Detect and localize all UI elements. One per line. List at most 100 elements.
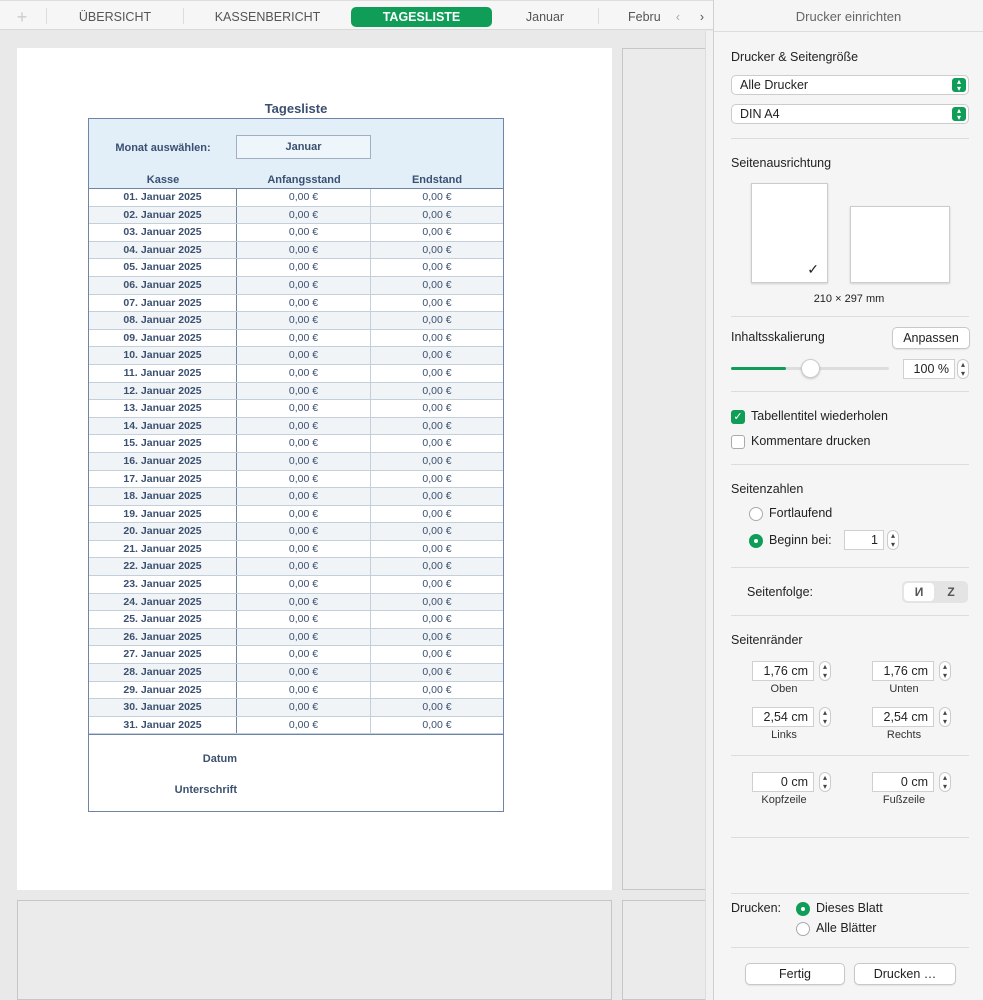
start-balance-cell[interactable]: 0,00 € bbox=[237, 241, 371, 259]
start-balance-cell[interactable]: 0,00 € bbox=[237, 435, 371, 452]
footer-margin-stepper[interactable]: ▴ ▾ bbox=[939, 772, 951, 792]
scale-stepper[interactable]: ▴ ▾ bbox=[957, 359, 969, 379]
done-button[interactable]: Fertig bbox=[745, 963, 845, 985]
start-balance-cell[interactable]: 0,00 € bbox=[237, 628, 371, 646]
start-balance-cell[interactable]: 0,00 € bbox=[237, 540, 371, 558]
end-balance-cell[interactable]: 0,00 € bbox=[422, 525, 452, 538]
date-cell[interactable]: 11. Januar 2025 bbox=[89, 364, 237, 382]
margin-bottom-field[interactable]: 1,76 cm bbox=[872, 661, 934, 681]
start-balance-cell[interactable]: 0,00 € bbox=[237, 664, 371, 681]
date-cell[interactable]: 17. Januar 2025 bbox=[89, 470, 237, 488]
end-balance-cell[interactable]: 0,00 € bbox=[422, 419, 452, 432]
end-balance-cell[interactable]: 0,00 € bbox=[422, 314, 452, 327]
start-balance-cell[interactable]: 0,00 € bbox=[237, 452, 371, 470]
start-balance-cell[interactable]: 0,00 € bbox=[237, 558, 371, 576]
page-order-control[interactable]: И Z bbox=[902, 581, 968, 603]
date-cell[interactable]: 29. Januar 2025 bbox=[89, 681, 237, 699]
end-balance-cell[interactable]: 0,00 € bbox=[422, 578, 452, 591]
start-balance-cell[interactable]: 0,00 € bbox=[237, 576, 371, 593]
scale-slider[interactable] bbox=[731, 359, 889, 378]
end-balance-cell[interactable]: 0,00 € bbox=[422, 648, 452, 661]
end-balance-cell[interactable]: 0,00 € bbox=[422, 296, 452, 309]
date-cell[interactable]: 24. Januar 2025 bbox=[89, 593, 237, 611]
margin-left-stepper[interactable]: ▴ ▾ bbox=[819, 707, 831, 727]
start-balance-cell[interactable]: 0,00 € bbox=[237, 611, 371, 628]
end-balance-cell[interactable]: 0,00 € bbox=[422, 490, 452, 503]
end-balance-cell[interactable]: 0,00 € bbox=[422, 243, 452, 256]
start-balance-cell[interactable]: 0,00 € bbox=[237, 417, 371, 435]
tab-tagesliste[interactable]: TAGESLISTE bbox=[351, 7, 492, 27]
margin-right-stepper[interactable]: ▴ ▾ bbox=[939, 707, 951, 727]
date-cell[interactable]: 22. Januar 2025 bbox=[89, 558, 237, 576]
end-balance-cell[interactable]: 0,00 € bbox=[422, 718, 452, 731]
date-cell[interactable]: 10. Januar 2025 bbox=[89, 347, 237, 364]
page-order-down-then-over-icon[interactable]: И bbox=[904, 583, 934, 601]
date-cell[interactable]: 31. Januar 2025 bbox=[89, 716, 237, 734]
end-balance-cell[interactable]: 0,00 € bbox=[422, 331, 452, 344]
end-balance-cell[interactable]: 0,00 € bbox=[422, 507, 452, 520]
end-balance-cell[interactable]: 0,00 € bbox=[422, 191, 452, 203]
date-cell[interactable]: 25. Januar 2025 bbox=[89, 611, 237, 628]
end-balance-cell[interactable]: 0,00 € bbox=[422, 666, 452, 679]
date-cell[interactable]: 27. Januar 2025 bbox=[89, 646, 237, 664]
date-cell[interactable]: 09. Januar 2025 bbox=[89, 329, 237, 347]
scale-field[interactable]: 100 % bbox=[903, 359, 955, 379]
margin-top-stepper[interactable]: ▴ ▾ bbox=[819, 661, 831, 681]
this-sheet-radio[interactable] bbox=[796, 902, 810, 916]
all-sheets-radio[interactable] bbox=[796, 922, 810, 936]
start-balance-cell[interactable]: 0,00 € bbox=[237, 716, 371, 734]
end-balance-cell[interactable]: 0,00 € bbox=[422, 683, 452, 696]
end-balance-cell[interactable]: 0,00 € bbox=[422, 560, 452, 573]
start-balance-cell[interactable]: 0,00 € bbox=[237, 329, 371, 347]
end-balance-cell[interactable]: 0,00 € bbox=[422, 261, 452, 274]
repeat-titles-checkbox[interactable]: ✓ bbox=[731, 410, 745, 424]
month-select[interactable]: Januar bbox=[236, 135, 371, 159]
header-margin-stepper[interactable]: ▴ ▾ bbox=[819, 772, 831, 792]
margin-left-field[interactable]: 2,54 cm bbox=[752, 707, 814, 727]
start-balance-cell[interactable]: 0,00 € bbox=[237, 646, 371, 664]
start-balance-cell[interactable]: 0,00 € bbox=[237, 523, 371, 540]
start-balance-cell[interactable]: 0,00 € bbox=[237, 488, 371, 505]
date-cell[interactable]: 05. Januar 2025 bbox=[89, 259, 237, 276]
margin-top-field[interactable]: 1,76 cm bbox=[752, 661, 814, 681]
start-balance-cell[interactable]: 0,00 € bbox=[237, 699, 371, 716]
date-cell[interactable]: 26. Januar 2025 bbox=[89, 628, 237, 646]
date-cell[interactable]: 15. Januar 2025 bbox=[89, 435, 237, 452]
date-cell[interactable]: 19. Januar 2025 bbox=[89, 505, 237, 523]
date-cell[interactable]: 01. Januar 2025 bbox=[89, 189, 237, 206]
end-balance-cell[interactable]: 0,00 € bbox=[422, 472, 452, 485]
start-balance-cell[interactable]: 0,00 € bbox=[237, 224, 371, 241]
landscape-option[interactable] bbox=[850, 206, 950, 283]
header-margin-field[interactable]: 0 cm bbox=[752, 772, 814, 792]
end-balance-cell[interactable]: 0,00 € bbox=[422, 208, 452, 221]
print-button[interactable]: Drucken … bbox=[854, 963, 956, 985]
end-balance-cell[interactable]: 0,00 € bbox=[422, 595, 452, 608]
paper-select[interactable]: DIN A4 ▴ ▾ bbox=[731, 104, 969, 124]
end-balance-cell[interactable]: 0,00 € bbox=[422, 278, 452, 291]
end-balance-cell[interactable]: 0,00 € bbox=[422, 613, 452, 626]
date-cell[interactable]: 02. Januar 2025 bbox=[89, 206, 237, 224]
date-cell[interactable]: 04. Januar 2025 bbox=[89, 241, 237, 259]
end-balance-cell[interactable]: 0,00 € bbox=[422, 402, 452, 415]
date-cell[interactable]: 16. Januar 2025 bbox=[89, 452, 237, 470]
slider-knob[interactable] bbox=[801, 359, 820, 378]
date-cell[interactable]: 13. Januar 2025 bbox=[89, 400, 237, 417]
date-cell[interactable]: 12. Januar 2025 bbox=[89, 382, 237, 400]
start-balance-cell[interactable]: 0,00 € bbox=[237, 276, 371, 294]
date-cell[interactable]: 07. Januar 2025 bbox=[89, 294, 237, 312]
start-at-field[interactable]: 1 bbox=[844, 530, 884, 550]
date-cell[interactable]: 30. Januar 2025 bbox=[89, 699, 237, 716]
start-balance-cell[interactable]: 0,00 € bbox=[237, 294, 371, 312]
end-balance-cell[interactable]: 0,00 € bbox=[422, 226, 452, 239]
start-balance-cell[interactable]: 0,00 € bbox=[237, 505, 371, 523]
start-balance-cell[interactable]: 0,00 € bbox=[237, 189, 371, 206]
tab-februar[interactable]: Febru bbox=[628, 10, 661, 24]
end-balance-cell[interactable]: 0,00 € bbox=[422, 701, 452, 714]
date-cell[interactable]: 14. Januar 2025 bbox=[89, 417, 237, 435]
end-balance-cell[interactable]: 0,00 € bbox=[422, 349, 452, 362]
start-balance-cell[interactable]: 0,00 € bbox=[237, 400, 371, 417]
start-balance-cell[interactable]: 0,00 € bbox=[237, 364, 371, 382]
end-balance-cell[interactable]: 0,00 € bbox=[422, 630, 452, 643]
scroll-left-icon[interactable]: ‹ bbox=[670, 7, 686, 27]
add-sheet-icon[interactable]: + bbox=[16, 7, 28, 27]
